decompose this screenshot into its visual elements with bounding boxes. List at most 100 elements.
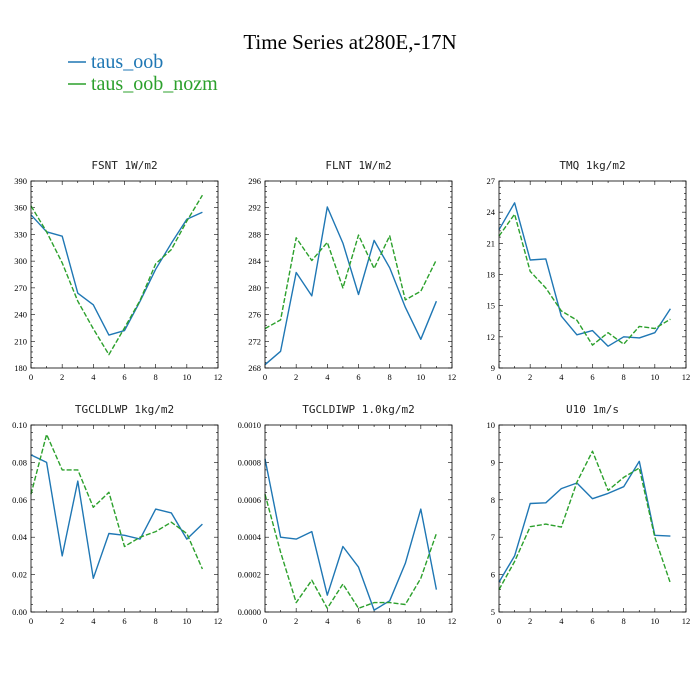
series-line [498, 450, 672, 590]
series-line [30, 194, 203, 356]
y-tick-label: 0.08 [12, 457, 27, 467]
x-tick-label: 10 [183, 372, 192, 382]
x-tick-label: 8 [154, 616, 158, 626]
plot-frame [264, 424, 453, 613]
x-tick-label: 12 [682, 616, 691, 626]
x-tick-label: 6 [590, 616, 594, 626]
y-tick-label: 0.04 [12, 532, 28, 542]
series-line [264, 234, 438, 330]
y-tick-label: 272 [248, 336, 261, 346]
y-tick-label: 0.00 [12, 607, 27, 617]
x-tick-label: 10 [417, 616, 426, 626]
series-line [30, 454, 203, 579]
x-tick-label: 2 [60, 372, 64, 382]
y-tick-label: 15 [487, 301, 496, 311]
x-tick-label: 12 [214, 616, 223, 626]
x-tick-label: 2 [294, 616, 298, 626]
x-tick-label: 4 [325, 616, 330, 626]
x-tick-label: 0 [263, 372, 267, 382]
chart-panel: TGCLDIWP 1.0kg/m2 0 2 4 6 8 10 12 0.0000 0.0002 0.… [238, 403, 457, 626]
x-tick-label: 10 [417, 372, 426, 382]
plot-frame [30, 424, 219, 613]
y-tick-label: 280 [248, 283, 261, 293]
y-tick-label: 276 [248, 310, 261, 320]
series-line [30, 211, 203, 336]
y-tick-label: 0.0000 [238, 607, 261, 617]
y-tick-label: 6 [491, 570, 495, 580]
x-tick-label: 10 [651, 372, 660, 382]
x-tick-label: 0 [497, 372, 501, 382]
series-line [498, 460, 671, 583]
y-tick-label: 8 [491, 495, 495, 505]
y-tick-label: 284 [248, 256, 262, 266]
x-tick-label: 2 [60, 616, 64, 626]
y-tick-label: 24 [487, 207, 496, 217]
legend-label: taus_oob [91, 51, 163, 73]
x-tick-label: 8 [388, 372, 392, 382]
series-line [264, 458, 438, 611]
y-tick-label: 210 [14, 336, 27, 346]
legend-label: taus_oob_nozm [91, 73, 218, 95]
y-tick-label: 296 [248, 176, 261, 186]
series-line [30, 433, 204, 570]
y-tick-label: 360 [14, 203, 27, 213]
plot-frame [264, 180, 453, 369]
chart-panel: U10 1m/s 0 2 4 6 8 10 12 5 6 7 8 9 10 [487, 403, 691, 626]
x-tick-label: 0 [29, 616, 33, 626]
series-line [498, 213, 671, 346]
y-tick-label: 0.0006 [238, 495, 261, 505]
chart-panel: TGCLDLWP 1kg/m2 0 2 4 6 8 10 12 0.00 0.02 0.04 0.06… [12, 403, 222, 626]
y-tick-label: 10 [487, 420, 496, 430]
y-tick-label: 12 [487, 332, 496, 342]
y-tick-label: 0.02 [12, 570, 27, 580]
y-tick-label: 9 [491, 457, 495, 467]
y-tick-label: 330 [14, 229, 27, 239]
x-tick-label: 0 [29, 372, 33, 382]
x-tick-label: 4 [559, 372, 564, 382]
series-line [498, 202, 671, 347]
x-tick-label: 2 [294, 372, 298, 382]
series-line [264, 206, 438, 366]
plot-frame [498, 180, 687, 369]
x-tick-label: 2 [528, 616, 532, 626]
y-tick-label: 0.0002 [238, 570, 261, 580]
x-tick-label: 4 [325, 372, 330, 382]
y-tick-label: 390 [14, 176, 27, 186]
y-tick-label: 270 [14, 283, 27, 293]
x-tick-label: 8 [154, 372, 158, 382]
y-tick-label: 5 [491, 607, 495, 617]
panel-title: FLNT 1W/m2 [325, 159, 391, 172]
y-tick-label: 292 [248, 203, 261, 213]
y-tick-label: 0.06 [12, 495, 27, 505]
y-tick-label: 300 [14, 256, 27, 266]
chart-panel: FSNT 1W/m2 0 2 4 6 8 10 12 180 210 240 270 300 330 360… [14, 159, 222, 382]
panel-title: TGCLDIWP 1.0kg/m2 [302, 403, 415, 416]
x-tick-label: 8 [622, 372, 626, 382]
y-tick-label: 9 [491, 363, 495, 373]
plot-frame [30, 180, 219, 369]
panel-title: TGCLDLWP 1kg/m2 [75, 403, 174, 416]
y-tick-label: 240 [14, 310, 27, 320]
y-tick-label: 7 [491, 532, 495, 542]
y-tick-label: 0.0004 [238, 532, 262, 542]
y-tick-label: 0.10 [12, 420, 27, 430]
x-tick-label: 6 [590, 372, 594, 382]
y-tick-label: 268 [248, 363, 261, 373]
x-tick-label: 6 [122, 372, 126, 382]
x-tick-label: 0 [497, 616, 501, 626]
panel-title: FSNT 1W/m2 [91, 159, 157, 172]
chart-panels: FSNT 1W/m20 2 4 6 8 10 12180210240270300330360… [12, 159, 690, 626]
x-tick-label: 10 [651, 616, 660, 626]
y-tick-label: 0.0008 [238, 457, 261, 467]
y-tick-label: 18 [487, 270, 496, 280]
y-tick-label: 0.0010 [238, 420, 261, 430]
x-tick-label: 12 [448, 372, 457, 382]
y-tick-label: 180 [14, 363, 27, 373]
figure-title: Time Series at280E,-17N [243, 30, 456, 54]
legend-entry: taus_oob [68, 51, 163, 73]
x-tick-label: 4 [91, 372, 96, 382]
plot-frame [498, 424, 687, 613]
